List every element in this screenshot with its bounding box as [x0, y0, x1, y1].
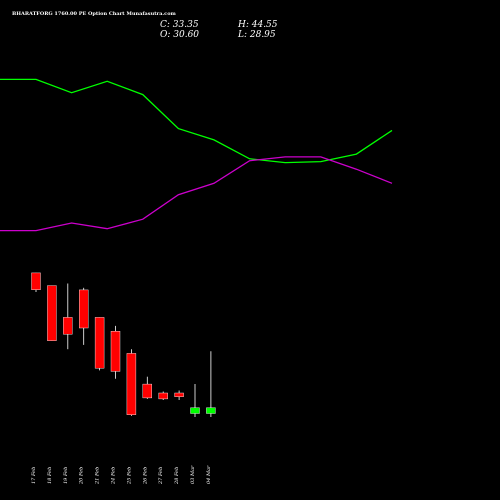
low-readout: L: 28.95	[237, 30, 276, 40]
chart-title: BHARATFORG 1760.00 PE Option Chart Munaf…	[12, 11, 177, 17]
date-tick-label: 21 Feb	[95, 467, 101, 485]
date-tick-label: 20 Feb	[79, 467, 85, 485]
date-tick-label: 04 Mar	[206, 465, 212, 484]
date-tick-label: 27 Feb	[158, 467, 164, 485]
indicator-line-1	[0, 78, 393, 164]
date-tick-label: 17 Feb	[31, 467, 37, 484]
candle-body	[94, 317, 105, 369]
date-tick-label: 24 Feb	[111, 467, 117, 485]
date-tick-label: 03 Mar	[190, 465, 196, 484]
date-tick-label: 28 Feb	[174, 467, 180, 485]
candle-body	[174, 392, 184, 397]
high-readout: H: 44.55	[237, 20, 278, 30]
candle-body	[190, 407, 200, 414]
close-readout: C: 33.35	[160, 20, 199, 30]
date-tick-label: 26 Feb	[142, 467, 148, 485]
candle-body	[78, 289, 89, 329]
open-readout: O: 30.60	[160, 30, 199, 40]
candle-body	[63, 317, 73, 335]
date-tick-label: 18 Feb	[47, 467, 53, 484]
candle-body	[110, 331, 121, 372]
candlestick-panel	[31, 272, 216, 417]
candle-body	[31, 272, 41, 290]
indicator-lines-panel	[0, 78, 393, 232]
candle-body	[158, 392, 168, 400]
candle-body	[126, 353, 137, 415]
date-axis: 17 Feb 18 Feb 19 Feb 20 Feb 21 Feb 24 Feb 25 F…	[31, 465, 212, 485]
date-tick-label: 19 Feb	[63, 467, 69, 484]
candle-body	[47, 285, 57, 341]
indicator-line-2	[0, 156, 393, 232]
candle-body	[206, 407, 216, 414]
date-tick-label: 25 Feb	[126, 467, 132, 485]
candle-body	[142, 383, 153, 399]
